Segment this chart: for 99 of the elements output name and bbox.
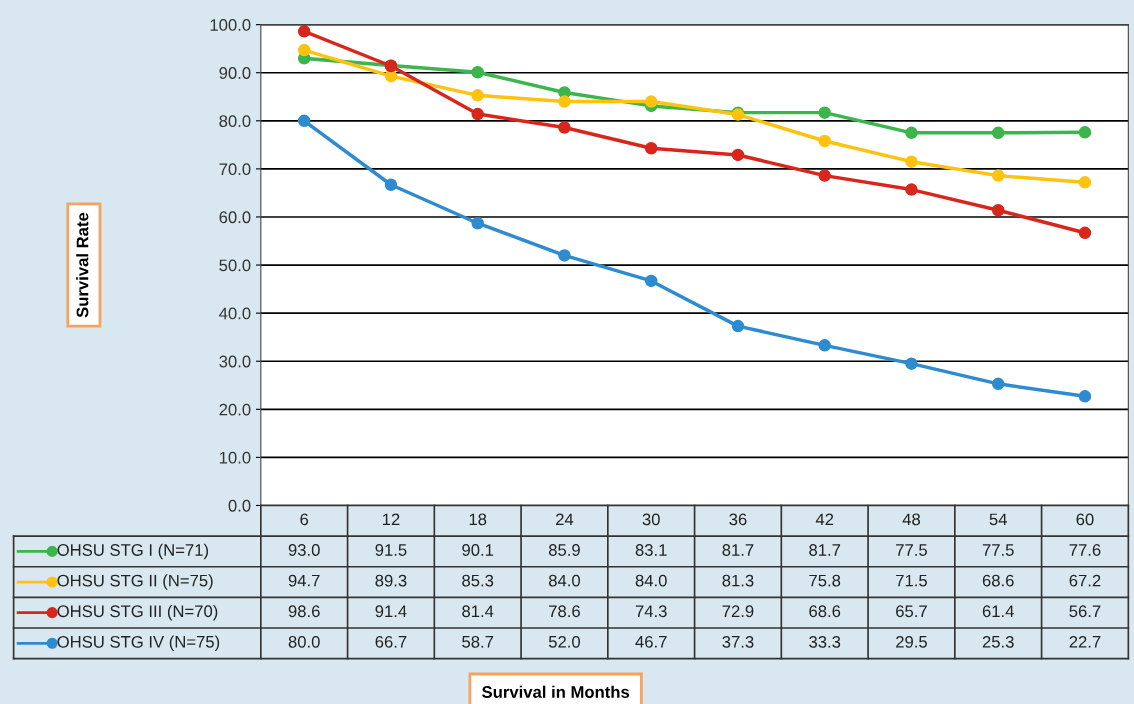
- point: [644, 141, 658, 155]
- y-tick-label: 60.0: [219, 211, 251, 224]
- data-label: 77.6: [1069, 544, 1101, 556]
- point: [1078, 226, 1092, 240]
- legend-label: OHSU STG III (N=70): [57, 604, 218, 621]
- point: [471, 107, 484, 121]
- point: [384, 178, 398, 192]
- data-label: 65.7: [896, 605, 927, 618]
- data-label: 83.1: [635, 544, 667, 556]
- data-label: 81.3: [722, 574, 754, 587]
- data-label: 46.7: [635, 635, 667, 648]
- y-tick-label: 80.0: [219, 115, 251, 128]
- point: [471, 65, 484, 79]
- x-tick-label: 54: [989, 513, 1007, 526]
- data-label: 91.4: [375, 605, 407, 618]
- text: Survival in Months: [482, 685, 630, 698]
- point: [1078, 126, 1092, 139]
- point: [1078, 390, 1092, 403]
- data-label: 56.7: [1069, 605, 1101, 618]
- data-label: 22.7: [1069, 635, 1101, 648]
- data-label: 81.4: [462, 605, 494, 618]
- data-label: 66.7: [375, 635, 407, 648]
- point: [644, 95, 658, 108]
- y-tick-label: 50.0: [219, 259, 251, 272]
- data-label: 71.5: [896, 574, 927, 587]
- point: [644, 274, 658, 288]
- point: [818, 106, 831, 119]
- point: [818, 339, 831, 352]
- data-label: 75.8: [809, 574, 841, 587]
- x-tick-label: 30: [642, 513, 660, 526]
- y-tick-label: 100.0: [210, 19, 251, 31]
- point: [905, 155, 918, 168]
- point: [731, 148, 745, 162]
- data-label: 89.3: [375, 574, 407, 587]
- data-label: 29.5: [896, 635, 927, 648]
- x-tick-label: 48: [902, 513, 920, 526]
- point: [297, 25, 311, 38]
- data-label: 80.0: [288, 635, 320, 648]
- x-tick-label: 6: [300, 513, 309, 526]
- point: [297, 43, 311, 57]
- point: [558, 95, 571, 108]
- y-tick-label: 20.0: [219, 403, 251, 416]
- data-label: 33.3: [809, 635, 841, 648]
- point: [905, 357, 918, 370]
- point: [991, 203, 1005, 217]
- text: Survival Rate: [76, 212, 89, 318]
- data-label: 67.2: [1069, 574, 1101, 587]
- data-label: 61.4: [982, 605, 1014, 618]
- data-label: 77.5: [982, 544, 1014, 556]
- data-label: 94.7: [288, 574, 320, 587]
- data-label: 74.3: [635, 605, 667, 618]
- data-label: 81.7: [809, 544, 841, 556]
- y-tick-label: 90.0: [219, 67, 251, 79]
- point: [471, 216, 484, 230]
- y-tick-label: 40.0: [219, 307, 251, 320]
- point: [991, 377, 1005, 391]
- y-tick-label: 10.0: [219, 451, 251, 464]
- data-label: 84.0: [548, 574, 581, 587]
- point: [558, 249, 571, 262]
- point: [905, 183, 918, 196]
- point: [297, 114, 311, 128]
- point: [991, 169, 1005, 182]
- x-tick-label: 18: [469, 513, 487, 526]
- data-label: 91.5: [375, 544, 407, 556]
- point: [731, 319, 745, 333]
- y-tick-label: 0.0: [228, 499, 251, 512]
- data-label: 98.6: [288, 605, 320, 618]
- data-label: 78.6: [549, 605, 580, 618]
- x-tick-label: 42: [815, 513, 834, 526]
- data-label: 77.5: [896, 544, 927, 556]
- data-label: 85.3: [462, 574, 494, 587]
- x-tick-label: 36: [729, 513, 747, 526]
- point: [818, 134, 831, 148]
- data-label: 68.6: [809, 605, 841, 618]
- data-label: 72.9: [722, 605, 754, 618]
- x-tick-label: 12: [382, 513, 400, 526]
- y-tick-label: 30.0: [219, 355, 251, 368]
- x-tick-label: 60: [1076, 513, 1094, 526]
- point: [991, 126, 1005, 140]
- legend-label: OHSU STG IV (N=75): [57, 635, 220, 652]
- point: [818, 169, 831, 182]
- data-label: 84.0: [635, 574, 667, 587]
- legend-label: OHSU STG II (N=75): [57, 574, 213, 590]
- data-label: 68.6: [982, 574, 1014, 587]
- data-label: 25.3: [982, 635, 1014, 648]
- data-label: 58.7: [462, 635, 494, 648]
- y-tick-label: 70.0: [219, 163, 251, 176]
- point: [1078, 176, 1092, 189]
- data-label: 90.1: [462, 544, 494, 556]
- data-label: 52.0: [548, 635, 581, 648]
- data-label: 85.9: [548, 544, 580, 556]
- point: [558, 121, 571, 134]
- point: [471, 89, 484, 102]
- point: [905, 126, 918, 140]
- data-label: 93.0: [288, 544, 320, 556]
- data-label: 81.7: [722, 544, 754, 556]
- data-label: 37.3: [722, 635, 754, 648]
- x-tick-label: 24: [556, 513, 574, 526]
- legend-label: OHSU STG I (N=71): [57, 543, 209, 560]
